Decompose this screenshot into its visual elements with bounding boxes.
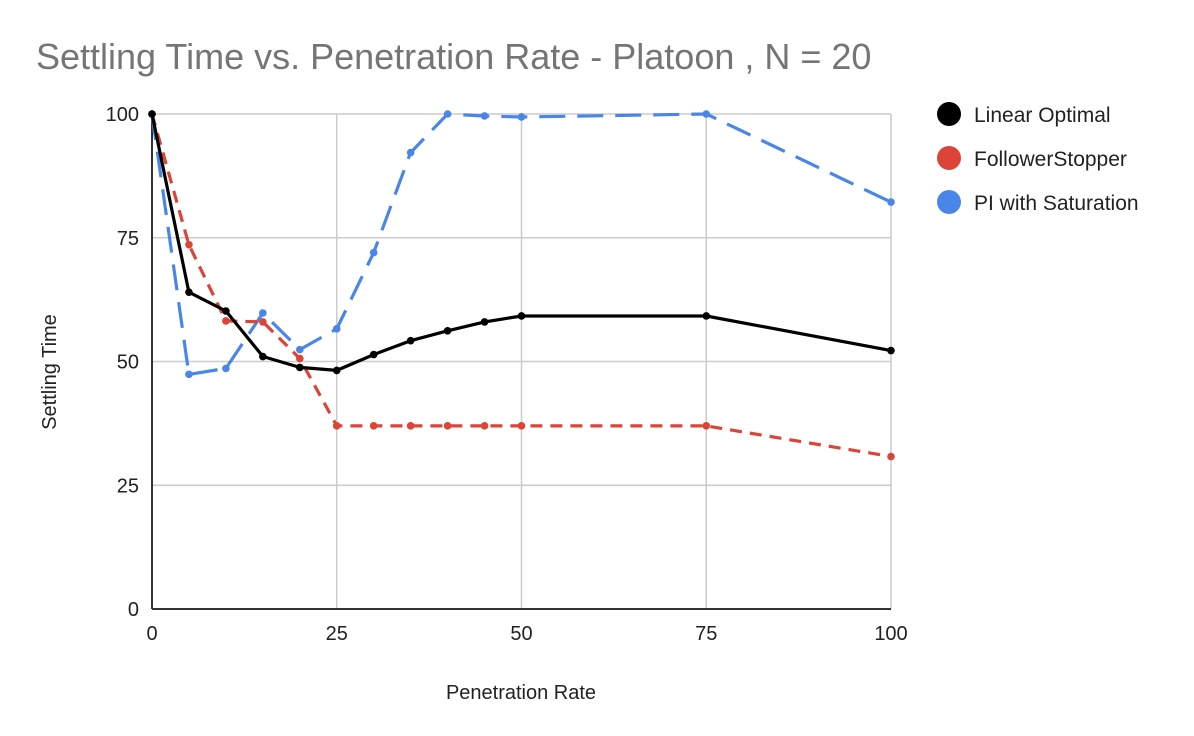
data-point-followerstopper: [296, 354, 304, 363]
data-point-followerstopper: [222, 317, 230, 325]
legend-marker-linear-optimal: [937, 102, 961, 126]
legend-marker-followerstopper: [937, 146, 961, 170]
series-followerstopper: [148, 110, 895, 461]
y-tick-label: 50: [117, 352, 139, 374]
legend-label-linear-optimal: Linear Optimal: [974, 104, 1111, 127]
data-point-linear-optimal: [480, 318, 489, 326]
data-point-pi-with-saturation: [222, 364, 230, 373]
data-point-pi-with-saturation: [296, 345, 304, 354]
x-tick-label: 25: [326, 623, 348, 645]
data-point-linear-optimal: [148, 110, 156, 118]
y-tick-label: 75: [117, 228, 139, 250]
series-layer: [148, 110, 895, 461]
data-point-followerstopper: [517, 422, 526, 430]
data-point-linear-optimal: [702, 312, 711, 320]
data-point-followerstopper: [480, 422, 489, 430]
data-point-followerstopper: [259, 318, 267, 326]
y-tick-label: 25: [117, 475, 139, 497]
data-point-pi-with-saturation: [480, 112, 489, 120]
axes: [151, 114, 891, 610]
data-point-linear-optimal: [259, 352, 267, 361]
legend-label-followerstopper: FollowerStopper: [974, 148, 1127, 171]
data-point-followerstopper: [332, 422, 341, 430]
data-point-pi-with-saturation: [332, 325, 341, 333]
tick-labels: 0 25 50 75 100 0 25 50 75 100: [106, 104, 908, 645]
data-point-linear-optimal: [887, 346, 895, 355]
data-point-linear-optimal: [296, 363, 304, 372]
data-point-pi-with-saturation: [702, 110, 711, 118]
legend: Linear Optimal FollowerStopper PI with Sat…: [937, 102, 1139, 215]
data-point-pi-with-saturation: [517, 113, 526, 121]
data-point-linear-optimal: [222, 307, 230, 315]
x-tick-label: 0: [146, 623, 157, 645]
data-point-pi-with-saturation: [406, 148, 415, 157]
data-point-linear-optimal: [517, 312, 526, 320]
y-tick-label: 100: [106, 104, 139, 126]
data-point-pi-with-saturation: [185, 370, 193, 379]
data-point-linear-optimal: [369, 350, 378, 359]
data-point-linear-optimal: [332, 366, 341, 375]
legend-label-pi-with-saturation: PI with Saturation: [974, 192, 1139, 215]
data-point-followerstopper: [887, 452, 895, 461]
data-point-pi-with-saturation: [887, 198, 895, 206]
x-axis-label: Penetration Rate: [446, 682, 596, 704]
data-point-followerstopper: [702, 422, 711, 430]
data-point-followerstopper: [406, 422, 415, 430]
data-point-followerstopper: [369, 422, 378, 430]
y-tick-label: 0: [128, 599, 139, 621]
chart-title: Settling Time vs. Penetration Rate - Pla…: [36, 36, 871, 77]
series-linear-optimal: [148, 110, 895, 375]
data-point-linear-optimal: [185, 288, 193, 297]
data-point-linear-optimal: [443, 327, 452, 335]
data-point-pi-with-saturation: [369, 248, 378, 257]
legend-marker-pi-with-saturation: [937, 190, 961, 214]
x-tick-label: 100: [874, 623, 907, 645]
x-tick-label: 50: [510, 623, 532, 645]
data-point-pi-with-saturation: [443, 110, 452, 118]
data-point-linear-optimal: [406, 336, 415, 345]
data-point-followerstopper: [185, 240, 193, 249]
gridlines: [152, 113, 892, 609]
data-point-pi-with-saturation: [259, 309, 267, 317]
x-tick-label: 75: [695, 623, 717, 645]
data-point-followerstopper: [443, 422, 452, 430]
y-axis-label: Settling Time: [39, 314, 61, 430]
